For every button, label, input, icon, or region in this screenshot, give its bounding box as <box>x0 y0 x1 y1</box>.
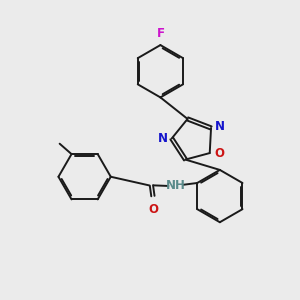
Text: N: N <box>158 132 168 145</box>
Text: NH: NH <box>166 179 186 192</box>
Text: N: N <box>215 120 225 133</box>
Text: O: O <box>148 202 158 216</box>
Text: F: F <box>156 27 164 40</box>
Text: O: O <box>214 147 224 160</box>
